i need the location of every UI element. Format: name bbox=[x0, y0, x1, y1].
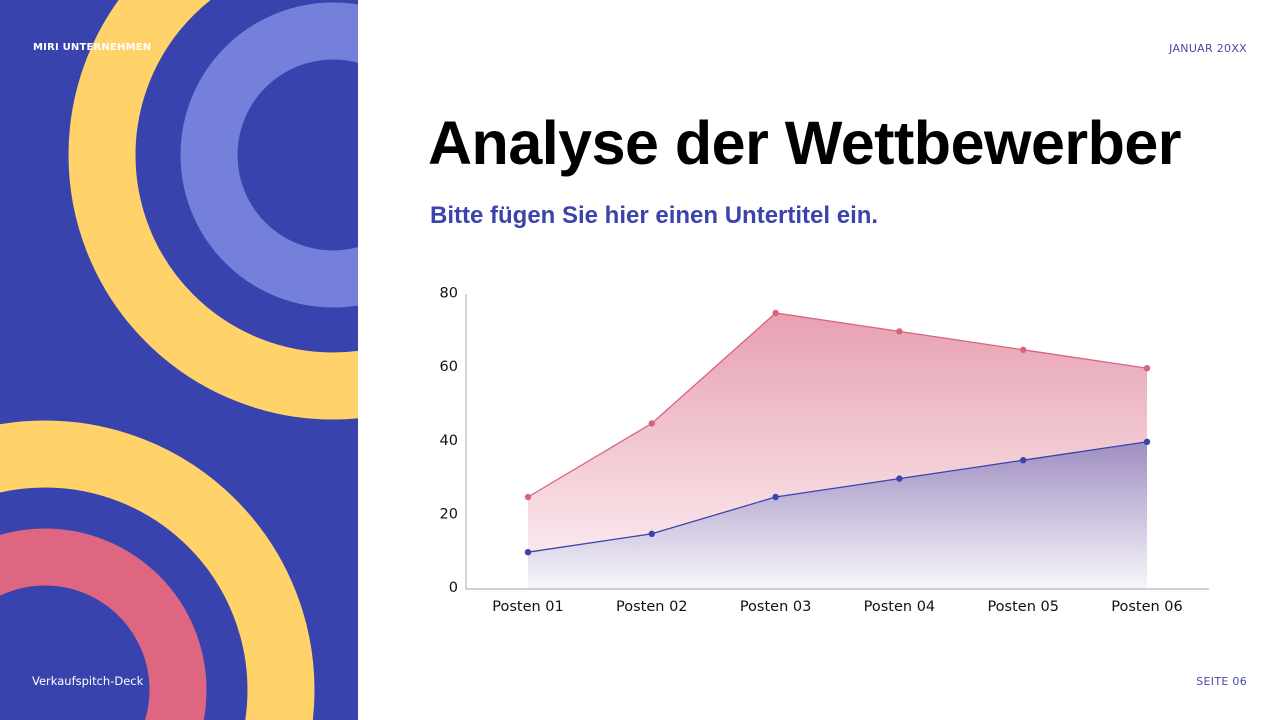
date-label: JANUAR 20XX bbox=[1169, 42, 1247, 55]
data-point bbox=[524, 493, 532, 501]
data-point bbox=[896, 328, 903, 335]
chart-areas bbox=[528, 313, 1147, 589]
x-tick-label: Posten 05 bbox=[987, 599, 1059, 615]
company-name: MIRI UNTERNEHMEN bbox=[33, 42, 152, 53]
data-point bbox=[1020, 346, 1027, 353]
y-tick-label: 80 bbox=[440, 286, 458, 302]
top-lavender-ring bbox=[180, 2, 358, 308]
chart-lines bbox=[524, 309, 1151, 556]
decorative-rings bbox=[0, 0, 358, 720]
x-tick-label: Posten 04 bbox=[864, 599, 936, 615]
x-tick-label: Posten 02 bbox=[616, 599, 688, 615]
data-point bbox=[1143, 438, 1151, 445]
bottom-pink-ring bbox=[0, 528, 207, 720]
x-tick-label: Posten 01 bbox=[492, 599, 564, 615]
top-yellow-ring bbox=[68, 0, 358, 420]
y-tick-label: 60 bbox=[440, 359, 458, 375]
data-point bbox=[1020, 457, 1027, 464]
x-tick-labels: Posten 01 Posten 02 Posten 03 Posten 04 Post… bbox=[492, 599, 1183, 615]
data-point bbox=[772, 309, 779, 317]
x-tick-label: Posten 06 bbox=[1111, 599, 1183, 615]
series-line bbox=[527, 312, 1148, 498]
bottom-yellow-ring bbox=[0, 420, 315, 720]
page-number: SEITE 06 bbox=[1196, 675, 1247, 688]
series-line bbox=[527, 441, 1148, 553]
page-title: Analyse der Wettbewerber bbox=[428, 109, 1182, 177]
y-tick-label: 40 bbox=[440, 433, 458, 449]
page-subtitle: Bitte fügen Sie hier einen Untertitel ei… bbox=[430, 202, 879, 229]
data-point bbox=[896, 475, 903, 482]
data-point bbox=[648, 530, 655, 537]
x-tick-label: Posten 03 bbox=[740, 599, 812, 615]
deck-name: Verkaufspitch-Deck bbox=[32, 674, 144, 688]
data-point bbox=[772, 493, 779, 501]
y-tick-labels: 0 20 40 60 80 bbox=[440, 286, 458, 596]
y-tick-label: 20 bbox=[440, 506, 458, 522]
data-point bbox=[1143, 365, 1151, 372]
y-tick-label: 0 bbox=[449, 580, 458, 596]
data-point bbox=[524, 549, 532, 556]
data-point bbox=[648, 420, 655, 427]
decorative-panel: MIRI UNTERNEHMEN Verkaufspitch-Deck bbox=[0, 0, 358, 720]
series-area bbox=[528, 441, 1147, 589]
